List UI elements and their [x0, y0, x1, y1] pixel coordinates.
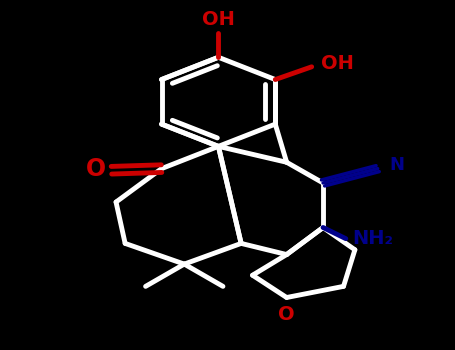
- Text: OH: OH: [202, 10, 235, 29]
- Text: O: O: [86, 157, 106, 181]
- Text: NH₂: NH₂: [353, 229, 394, 248]
- Text: O: O: [278, 306, 295, 324]
- Text: OH: OH: [321, 54, 354, 73]
- Text: N: N: [389, 156, 404, 174]
